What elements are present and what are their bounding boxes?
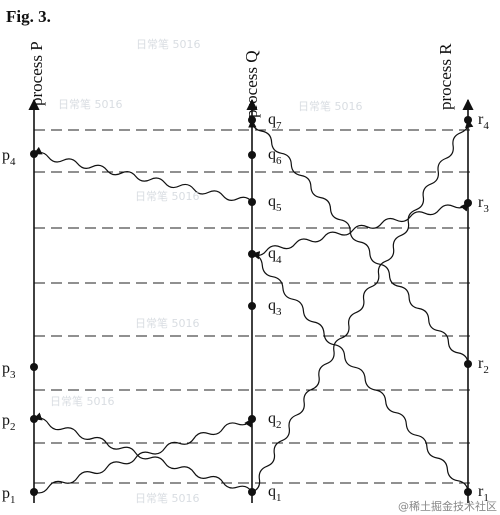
process-label-r: process R [436, 43, 455, 110]
event-label-r4: r4 [478, 111, 489, 132]
event-label-q5: q5 [268, 193, 282, 214]
event-dot-q4 [248, 250, 256, 258]
tick-lines [34, 129, 470, 484]
message-arrows [33, 119, 474, 494]
process-lines [28, 98, 474, 503]
event-dot-p3 [30, 363, 38, 371]
event-label-p1: p1 [2, 485, 16, 506]
event-dot-r1 [464, 488, 472, 496]
event-label-q7: q7 [268, 111, 282, 132]
watermark-7: 日常笔 5016 [135, 491, 200, 505]
event-dot-q3 [248, 302, 256, 310]
event-label-q1: q1 [268, 483, 282, 504]
event-label-p2: p2 [2, 412, 16, 433]
events [30, 116, 472, 496]
watermark-6: 日常笔 5016 [50, 394, 115, 408]
event-label-q3: q3 [268, 297, 282, 318]
event-label-p3: p3 [2, 360, 16, 381]
watermark-4: 日常笔 5016 [135, 189, 200, 203]
message-r1-to-q4 [251, 251, 469, 493]
event-label-r2: r2 [478, 355, 489, 376]
message-r2-to-q7 [248, 119, 469, 365]
watermark-5: 日常笔 5016 [135, 316, 200, 330]
process-label-p: process P [27, 41, 46, 106]
event-label-q6: q6 [268, 146, 282, 167]
event-dot-q5 [248, 198, 256, 206]
message-q1-to-r4 [251, 119, 474, 493]
event-labels: p1 p2 p3 p4 q1 q2 q3 q4 q5 q6 q7 r1 r2 r3 r4 [2, 111, 489, 506]
credit-text: @稀土掘金技术社区 [398, 499, 497, 513]
message-q5-to-p4 [33, 146, 253, 203]
event-dot-r3 [464, 199, 472, 207]
event-dot-q6 [248, 151, 256, 159]
message-q1-to-p2 [33, 412, 253, 493]
event-dot-p1 [30, 488, 38, 496]
figure-title: Fig. 3. [6, 7, 51, 26]
event-label-p4: p4 [2, 147, 16, 168]
event-dot-q1 [248, 488, 256, 496]
message-p1-to-q2 [33, 418, 253, 494]
event-label-q4: q4 [268, 245, 282, 266]
message-q4-to-r3 [251, 202, 469, 257]
event-dot-p2 [30, 415, 38, 423]
watermark-1: 日常笔 5016 [136, 37, 201, 51]
event-label-q2: q2 [268, 410, 282, 431]
watermark-3: 日常笔 5016 [58, 97, 123, 111]
event-dot-r4 [464, 116, 472, 124]
event-label-r3: r3 [478, 194, 489, 215]
event-dot-r2 [464, 360, 472, 368]
event-dot-q7 [248, 116, 256, 124]
event-label-r1: r1 [478, 483, 489, 504]
event-dot-p4 [30, 150, 38, 158]
event-dot-q2 [248, 415, 256, 423]
watermark-2: 日常笔 5016 [298, 99, 363, 113]
